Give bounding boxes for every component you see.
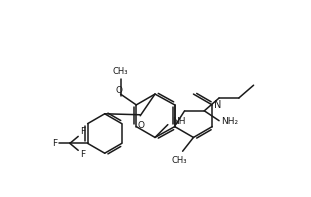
Text: NH: NH: [172, 117, 185, 126]
Text: NH₂: NH₂: [221, 117, 238, 126]
Text: O: O: [138, 121, 145, 130]
Text: F: F: [80, 127, 85, 136]
Text: O: O: [115, 86, 122, 95]
Text: CH₃: CH₃: [113, 67, 128, 76]
Text: N: N: [214, 100, 221, 110]
Text: CH₃: CH₃: [172, 156, 188, 165]
Text: F: F: [80, 150, 85, 159]
Text: F: F: [52, 139, 57, 148]
